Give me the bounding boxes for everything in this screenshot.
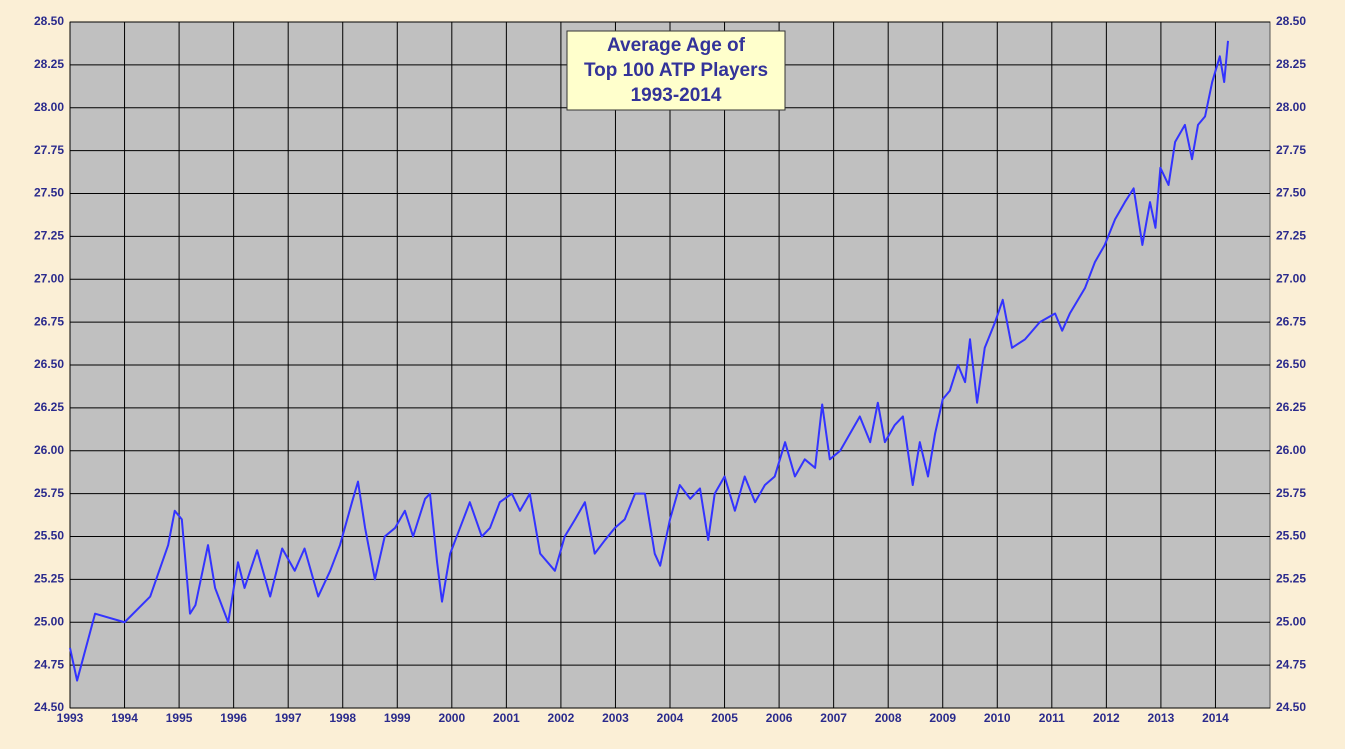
data-line [69,40,1229,682]
y2-tick-label: 27.50 [1276,186,1306,200]
chart-title: Top 100 ATP Players [584,60,768,81]
x-tick-label: 2005 [711,711,738,725]
x-tick-label: 2010 [984,711,1011,725]
y-tick-label: 25.75 [34,486,64,500]
x-tick-label: 1996 [220,711,247,725]
y-tick-label: 26.75 [34,314,64,328]
y2-tick-label: 24.75 [1276,657,1306,671]
labels: 24.50 24.50 24.75 24.75 25.00 25.00 25.25 25.25… [34,14,1306,725]
y-tick-label: 24.75 [34,657,64,671]
x-tick-label: 1997 [275,711,302,725]
y2-tick-label: 24.50 [1276,700,1306,714]
y-tick-label: 28.25 [34,57,64,71]
x-tick-label: 1994 [111,711,138,725]
y-tick-label: 27.00 [34,271,64,285]
x-tick-label: 2004 [657,711,684,725]
x-tick-label: 1998 [329,711,356,725]
chart-title: 1993-2014 [631,85,722,106]
y2-tick-label: 27.00 [1276,271,1306,285]
title-frame [566,30,786,111]
x-tick-label: 2012 [1093,711,1120,725]
y-tick-label: 26.50 [34,357,64,371]
y-tick-label: 24.50 [34,700,64,714]
grid [69,21,1270,709]
y2-tick-label: 25.00 [1276,614,1306,628]
y2-tick-label: 26.75 [1276,314,1306,328]
y-tick-label: 25.25 [34,572,64,586]
x-tick-label: 2001 [493,711,520,725]
x-tick-label: 1993 [57,711,84,725]
y-tick-label: 25.50 [34,529,64,543]
x-tick-label: 1995 [166,711,193,725]
y2-tick-label: 25.25 [1276,572,1306,586]
y-tick-label: 27.50 [34,186,64,200]
y2-tick-label: 26.25 [1276,400,1306,414]
y2-tick-label: 25.75 [1276,486,1306,500]
x-tick-label: 1999 [384,711,411,725]
y-tick-label: 25.00 [34,614,64,628]
x-tick-label: 2002 [548,711,575,725]
x-tick-label: 2000 [438,711,465,725]
y2-tick-label: 28.25 [1276,57,1306,71]
y-tick-label: 28.50 [34,14,64,28]
marks [69,40,1229,682]
y-tick-label: 26.00 [34,443,64,457]
x-tick-label: 2011 [1039,711,1065,725]
y-tick-label: 28.00 [34,100,64,114]
x-tick-label: 2008 [875,711,902,725]
y-tick-label: 27.25 [34,229,64,243]
y2-tick-label: 28.00 [1276,100,1306,114]
y2-tick-label: 26.50 [1276,357,1306,371]
y2-tick-label: 28.50 [1276,14,1306,28]
x-tick-label: 2014 [1202,711,1229,725]
x-tick-label: 2006 [766,711,793,725]
title-box: Average Age of Top 100 ATP Players 1993-… [566,30,786,111]
x-tick-label: 2007 [820,711,847,725]
y2-tick-label: 27.75 [1276,143,1306,157]
x-tick-label: 2013 [1148,711,1175,725]
y2-tick-label: 25.50 [1276,529,1306,543]
y-tick-label: 26.25 [34,400,64,414]
y-tick-label: 27.75 [34,143,64,157]
x-tick-label: 2009 [929,711,956,725]
y2-tick-label: 26.00 [1276,443,1306,457]
y2-tick-label: 27.25 [1276,229,1306,243]
chart-title: Average Age of [607,35,746,56]
x-tick-label: 2003 [602,711,629,725]
